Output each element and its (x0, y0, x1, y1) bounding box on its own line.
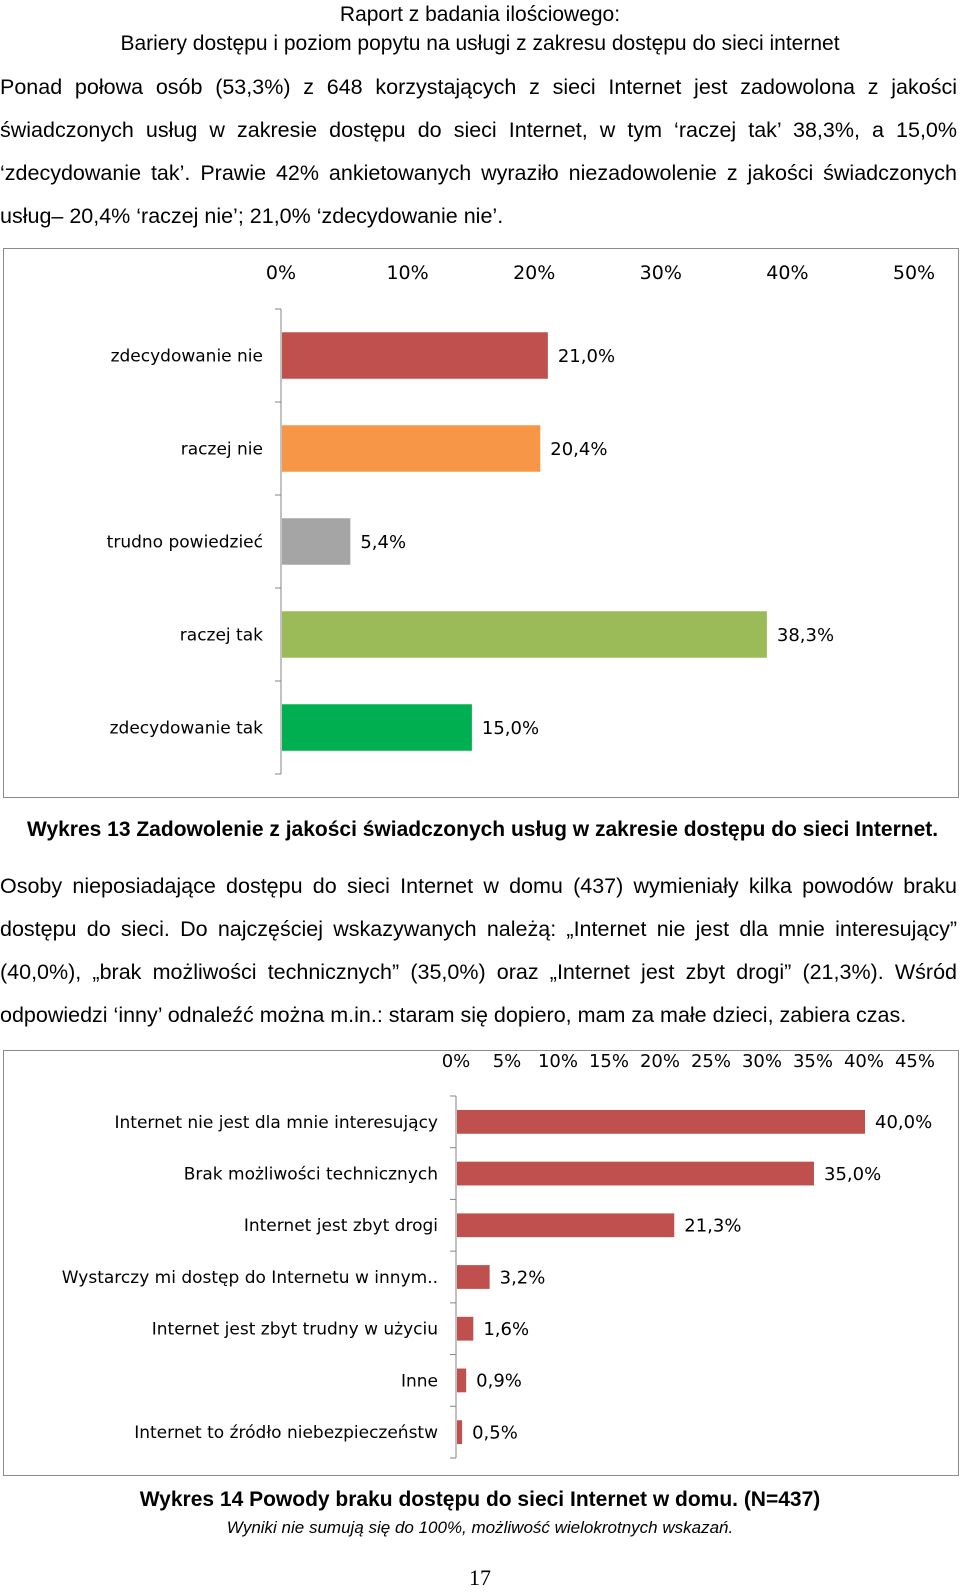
category-label: Internet nie jest dla mnie interesujący (114, 1113, 438, 1133)
data-label: 40,0% (875, 1112, 932, 1133)
category-label: zdecydowanie nie (111, 346, 263, 366)
x-tick-label: 15% (589, 1051, 629, 1072)
data-label: 0,5% (472, 1422, 518, 1443)
data-label: 21,0% (558, 346, 615, 367)
category-label: zdecydowanie tak (110, 718, 264, 738)
x-tick-label: 50% (893, 262, 935, 284)
x-tick-label: 10% (538, 1051, 578, 1072)
chart-reasons: 0% 5% 10% 15% 20% 25% 30% 35% 40% 45% Internet nie… (3, 1050, 959, 1476)
chart-reasons-svg: 0% 5% 10% 15% 20% 25% 30% 35% 40% 45% Internet nie… (62, 1051, 935, 1459)
data-label: 15,0% (482, 718, 539, 739)
report-title: Raport z badania ilościowego: (339, 3, 621, 26)
x-tick-label: 20% (640, 1051, 680, 1072)
x-tick-label: 40% (844, 1051, 884, 1072)
x-tick-label: 25% (691, 1051, 731, 1072)
paragraph-satisfaction: Ponad połowa osób (53,3%) z 648 korzysta… (0, 75, 957, 228)
category-label: raczej nie (181, 439, 263, 459)
category-label: trudno powiedzieć (107, 532, 263, 552)
category-label: Brak możliwości technicznych (184, 1165, 438, 1185)
bar (457, 1213, 675, 1238)
x-tick-label: 30% (640, 262, 682, 284)
chart-satisfaction: 0% 10% 20% 30% 40% 50% zdecydowanie nie 21,0% ra… (3, 248, 959, 798)
paragraph-reasons: Osoby nieposiadające dostępu do sieci In… (0, 874, 957, 1027)
x-tick-label: 5% (493, 1051, 522, 1072)
bar (282, 518, 351, 565)
data-label: 35,0% (824, 1164, 881, 1185)
x-tick-label: 35% (793, 1051, 833, 1072)
bar (457, 1109, 865, 1134)
bar (457, 1265, 490, 1289)
chart-satisfaction-svg: 0% 10% 20% 30% 40% 50% zdecydowanie nie 21,0% ra… (107, 262, 935, 775)
x-tick-label: 20% (513, 262, 555, 284)
bar (457, 1161, 814, 1186)
x-tick-label: 0% (442, 1051, 471, 1072)
chart-caption-14: Wykres 14 Powody braku dostępu do sieci … (139, 1488, 821, 1511)
bar (282, 611, 767, 658)
data-label: 3,2% (500, 1267, 546, 1288)
bar (457, 1368, 467, 1393)
report-header: Raport z badania ilościowego: Bariery do… (0, 0, 960, 58)
category-label: Wystarczy mi dostęp do Internetu w innym… (62, 1268, 438, 1288)
data-label: 21,3% (684, 1216, 741, 1237)
category-label: raczej tak (180, 625, 263, 645)
bar (282, 704, 472, 751)
category-label: Internet jest zbyt drogi (244, 1216, 438, 1236)
data-label: 20,4% (550, 439, 607, 460)
category-label: Internet jest zbyt trudny w użyciu (152, 1320, 438, 1340)
x-tick-label: 45% (895, 1051, 935, 1072)
x-tick-label: 10% (386, 262, 428, 284)
page-number: 17 (469, 1565, 491, 1590)
report-subtitle: Bariery dostępu i poziom popytu na usług… (120, 32, 840, 55)
data-label: 1,6% (483, 1319, 529, 1340)
category-label: Inne (401, 1371, 438, 1391)
chart-caption-13: Wykres 13 Zadowolenie z jakości świadczo… (27, 818, 939, 841)
bar (457, 1316, 474, 1341)
category-label: Internet to źródło niebezpieczeństw (134, 1423, 438, 1443)
x-tick-label: 40% (766, 262, 808, 284)
bar (457, 1420, 463, 1445)
bar (282, 332, 548, 379)
data-label: 0,9% (476, 1371, 522, 1392)
data-label: 38,3% (777, 625, 834, 646)
data-label: 5,4% (360, 532, 406, 553)
chart-note: Wyniki nie sumują się do 100%, możliwość… (226, 1518, 734, 1537)
x-tick-label: 30% (742, 1051, 782, 1072)
bar (282, 425, 541, 472)
x-tick-label: 0% (266, 262, 296, 284)
